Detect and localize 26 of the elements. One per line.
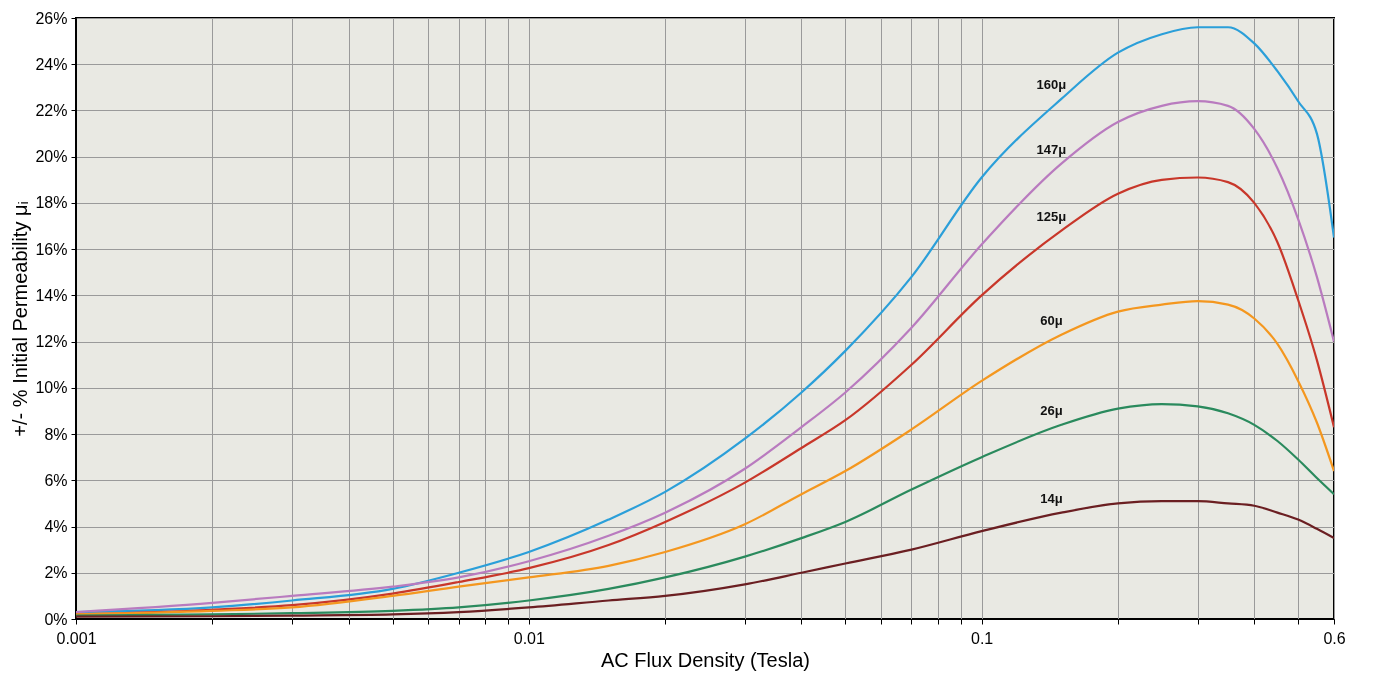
y-tick-label: 6% [44,471,68,489]
y-tick-label: 20% [35,148,68,166]
y-tick-label: 4% [44,518,68,536]
x-axis-title: AC Flux Density (Tesla) [601,648,810,671]
y-tick-label: 10% [35,379,68,397]
series-label: 125μ [1036,208,1067,224]
x-tick-label: 0.1 [971,629,994,647]
y-tick-label: 14% [35,286,68,304]
y-tick-label: 16% [35,240,68,258]
y-tick-label: 22% [35,101,68,119]
series-label: 160μ [1036,76,1067,92]
x-tick-label: 0.01 [513,629,545,647]
y-tick-label: 18% [35,194,68,212]
y-tick-label: 26% [35,9,68,27]
series-label: 147μ [1036,141,1067,157]
series-label: 60μ [1040,312,1063,328]
y-tick-label: 8% [44,425,68,443]
y-tick-label: 0% [44,610,68,628]
y-tick-label: 24% [35,55,68,73]
y-tick-label: 2% [44,564,68,582]
x-tick-label: 0.6 [1323,629,1346,647]
y-axis-title: +/- % Initial Permeability μᵢ [9,201,32,437]
series-label: 14μ [1040,490,1063,506]
y-tick-label: 12% [35,333,68,351]
series-label: 26μ [1040,402,1063,418]
x-tick-label: 0.001 [56,629,97,647]
